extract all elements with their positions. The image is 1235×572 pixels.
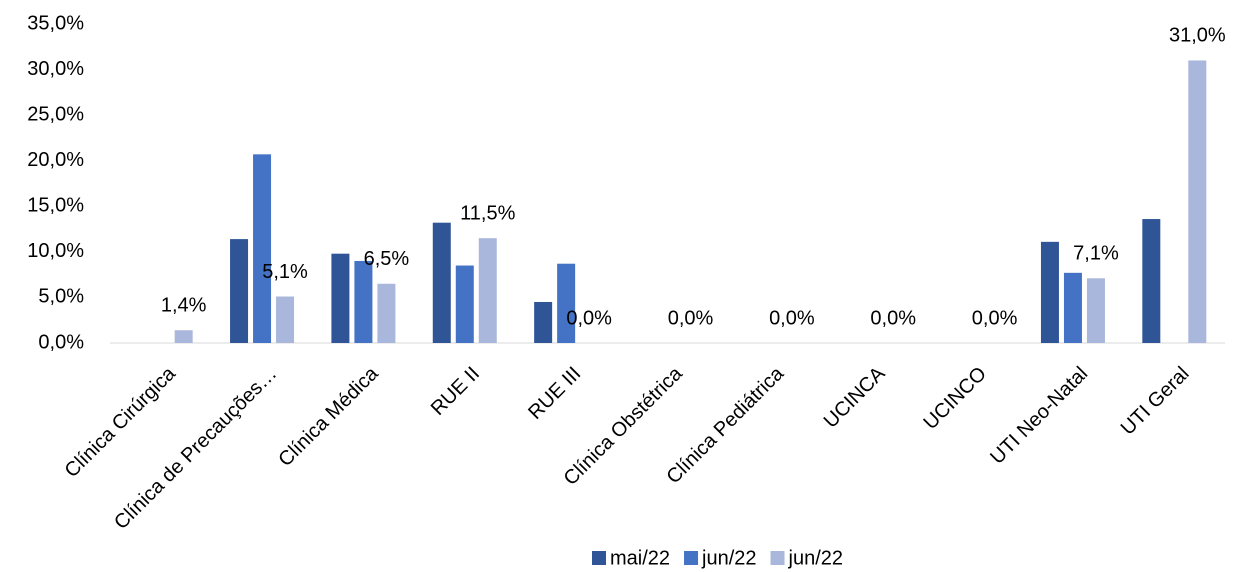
y-tick-label: 10,0% [27,240,84,262]
bar [174,330,193,343]
data-label: 0,0% [668,307,714,329]
x-tick-label: UTI Geral [1117,363,1194,440]
legend-swatch [684,551,699,565]
y-tick-label: 20,0% [27,149,84,171]
data-label: 11,5% [460,202,515,224]
x-tick-label: UTI Neo-Natal [986,363,1092,469]
data-label: 1,4% [161,295,207,317]
legend-label: jun/22 [701,547,757,569]
data-label: 0,0% [566,307,612,329]
y-tick-label: 25,0% [27,103,84,125]
bar [331,253,350,343]
bar [253,154,272,343]
legend-swatch [592,551,606,565]
bar [1086,278,1105,343]
bar [354,260,373,343]
data-label: 0,0% [972,307,1018,329]
bar [455,265,474,343]
data-label: 5,1% [262,261,308,283]
x-tick-label: UCINCO [920,363,991,434]
x-tick-label: Clínica de Precauções… [110,363,281,534]
bar [432,222,451,343]
bar [377,283,396,343]
x-tick-label: Clínica Médica [274,362,383,471]
bar [557,263,576,343]
bar [534,301,553,343]
data-label: 0,0% [870,307,916,329]
x-tick-label: Clínica Cirúrgica [61,362,181,482]
bar [230,239,249,343]
y-tick-label: 30,0% [27,58,84,80]
legend-swatch [770,551,785,565]
bar [1063,272,1082,343]
bar [1142,219,1161,343]
x-tick-label: RUE II [427,363,484,420]
y-tick-label: 5,0% [38,286,84,308]
bar [1188,60,1207,343]
bar [276,296,295,343]
y-tick-label: 15,0% [27,195,84,217]
bar [1040,241,1059,343]
bar [478,238,497,343]
data-label: 7,1% [1073,243,1119,265]
x-tick-label: RUE III [524,363,585,424]
y-tick-label: 35,0% [27,12,84,34]
data-label: 31,0% [1169,25,1226,47]
legend-label: jun/22 [788,547,844,569]
legend-label: mai/22 [610,547,670,569]
data-label: 0,0% [769,307,815,329]
data-label: 6,5% [364,248,410,270]
x-tick-label: UCINCA [820,362,890,432]
y-tick-label: 0,0% [38,331,84,353]
